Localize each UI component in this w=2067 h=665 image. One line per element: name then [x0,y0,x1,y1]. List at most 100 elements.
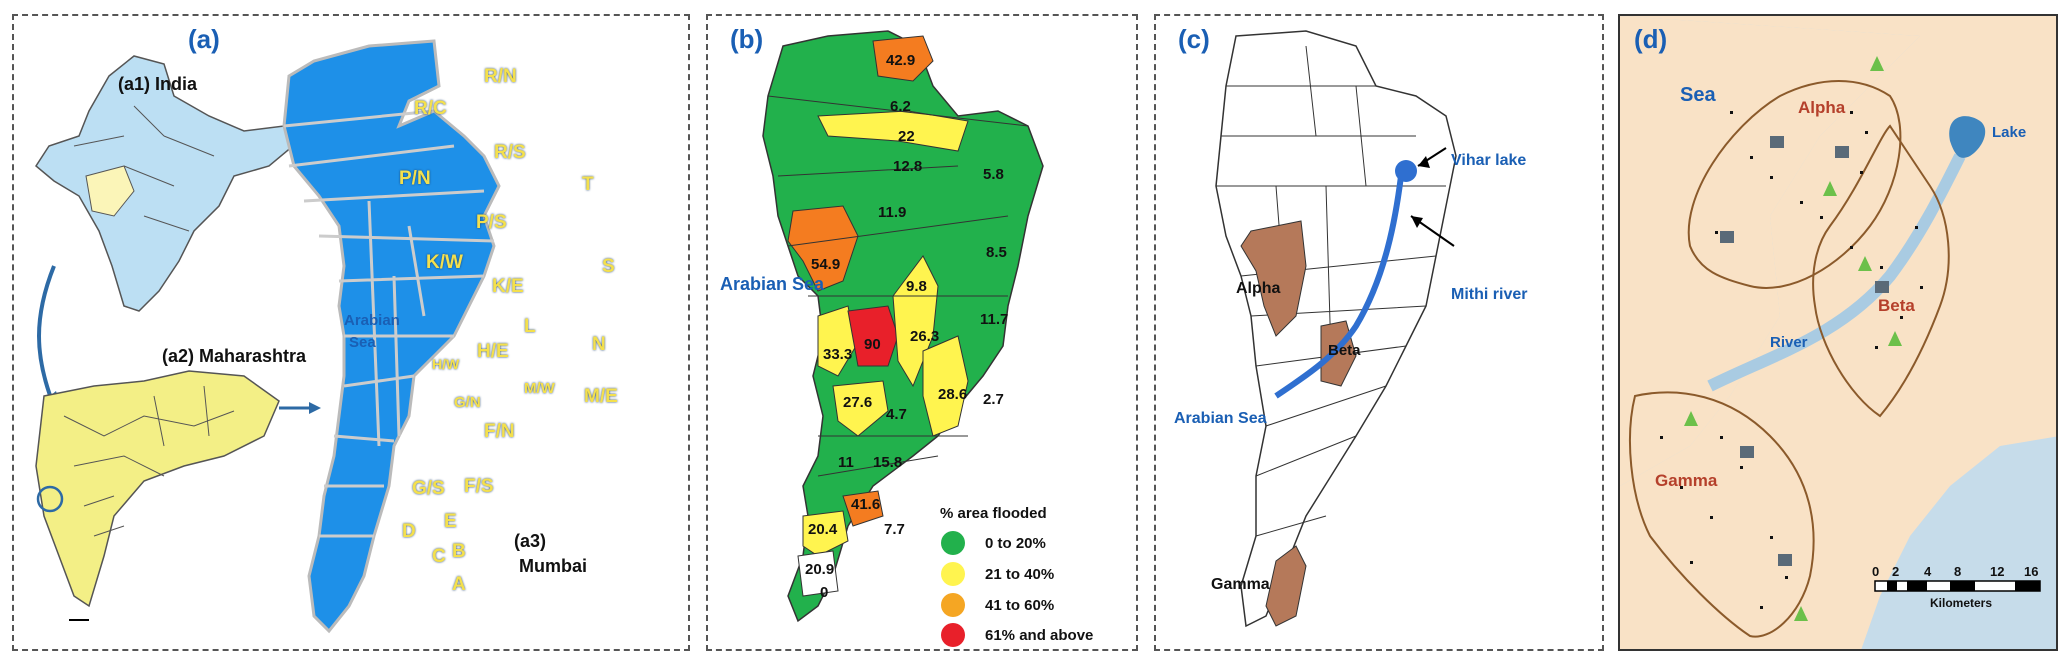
scale-tick: 4 [1924,564,1932,579]
flood-value: 90 [864,336,881,353]
ward-label: R/C [414,98,447,119]
ward-label: F/S [464,476,494,497]
flood-value: 0 [820,584,829,601]
river-label: River [1770,334,1808,351]
legend-item: 61% and above [941,623,1093,647]
legend-swatch [941,531,965,555]
sea-label: Sea [1680,84,1716,106]
ward-label: K/E [492,276,524,297]
beta-zone [1812,124,1950,418]
flood-value: 11 [838,454,854,471]
ward-label: E [444,511,457,532]
flood-value: 54.9 [811,256,841,273]
ward-label: R/N [484,66,517,87]
legend-item: 41 to 60% [941,593,1054,617]
legend-swatch [941,623,965,647]
flood-value: 15.8 [873,454,903,471]
vihar-lake-label: Vihar lake [1451,152,1527,169]
flood-value: 33.3 [823,346,853,363]
scale-unit: Kilometers [1930,596,1993,610]
panel-a-label: (a) [188,24,220,54]
flood-value: 2.7 [983,391,1004,408]
legend-item: 0 to 20% [941,531,1046,555]
alpha-label: Alpha [1236,280,1281,297]
legend-swatch [941,562,965,586]
flood-value: 22 [898,128,915,145]
beta-label: Beta [1328,342,1361,359]
arabian-sea-label: Arabian Sea [720,274,825,294]
ward-label: R/S [494,142,526,163]
legend-label: 61% and above [985,626,1094,644]
panel-c-map [1215,30,1457,628]
mumbai-label-line1: (a3) [514,531,547,551]
scale-tick: 0 [1872,564,1880,579]
beta-label: Beta [1878,296,1915,315]
flood-value: 42.9 [886,52,916,69]
maharashtra-map [35,370,280,608]
alpha-label: Alpha [1798,98,1846,117]
panel-b-map [762,30,1044,623]
mumbai-label-line2: Mumbai [519,556,588,576]
ward-label: G/N [454,394,481,411]
flood-value: 9.8 [906,278,927,295]
legend-item: 21 to 40% [941,562,1054,586]
alpha-area [1240,220,1307,337]
mithi-river [1274,175,1404,399]
ward-label: N [592,334,606,355]
flood-value: 20.9 [805,561,835,578]
arabian-sea-label: Arabian Sea [1174,410,1267,427]
india-label: (a1) India [118,74,198,94]
ward-label: P/S [476,212,507,233]
panel-d: (d) Sea Lake River Alpha Beta Gamma 0 2 … [1618,14,2058,651]
scale-tick: 8 [1954,564,1962,579]
ward-label: P/N [399,168,431,189]
ward-label: B [452,541,466,562]
arabian-sea-label-line2: Sea [349,334,376,351]
panel-d-map [1620,16,2056,649]
ward-label: H/E [477,341,509,362]
flood-value: 11.7 [980,311,1009,328]
ward-label: T [582,174,594,195]
flood-value: 20.4 [808,521,838,538]
gamma-area [1265,545,1307,627]
legend-label: 0 to 20% [985,534,1046,552]
panel-a: (a) (a1) India (a2) Maharashtra (a3) Mum… [12,14,690,651]
panel-c-label: (c) [1178,24,1210,54]
ward-label: F/N [484,421,515,442]
ward-label: H/W [432,356,460,372]
ward-label: G/S [412,478,445,499]
ward-label: S [602,256,615,277]
flood-value: 6.2 [890,98,911,115]
gamma-zone [1629,391,1815,638]
scale-tick: 12 [1990,564,2005,579]
scale-tick: 16 [2024,564,2039,579]
panel-a-maps [35,39,501,634]
ward-label: K/W [426,252,463,273]
lake [1949,116,1986,158]
mithi-river-label: Mithi river [1451,286,1528,303]
legend-label: 21 to 40% [985,565,1055,583]
scale-bar [1874,580,2041,592]
flood-value: 26.3 [910,328,940,345]
flood-value: 41.6 [851,496,881,513]
flood-value: 4.7 [886,406,907,423]
ward-label: A [452,574,466,595]
gamma-label: Gamma [1211,576,1270,593]
lake-label: Lake [1992,124,2027,141]
gamma-label: Gamma [1655,471,1718,490]
ward-label: L [524,316,536,337]
legend-title: % area flooded [940,505,1047,522]
flood-value: 12.8 [893,158,923,175]
legend-swatch [941,593,965,617]
flood-value: 27.6 [843,394,873,411]
flood-value: 11.9 [878,204,907,221]
flood-value: 5.8 [983,166,1004,183]
ward-label: D [402,521,416,542]
panel-b-label: (b) [730,24,764,54]
arabian-sea-label-line1: Arabian [344,312,400,329]
vihar-lake [1395,160,1417,182]
ward-label: M/W [524,380,555,397]
panel-c: (c) Vihar lake Mithi river Alpha Beta Ga… [1154,14,1604,651]
flood-value: 7.7 [884,521,905,538]
flood-value: 8.5 [986,244,1007,261]
